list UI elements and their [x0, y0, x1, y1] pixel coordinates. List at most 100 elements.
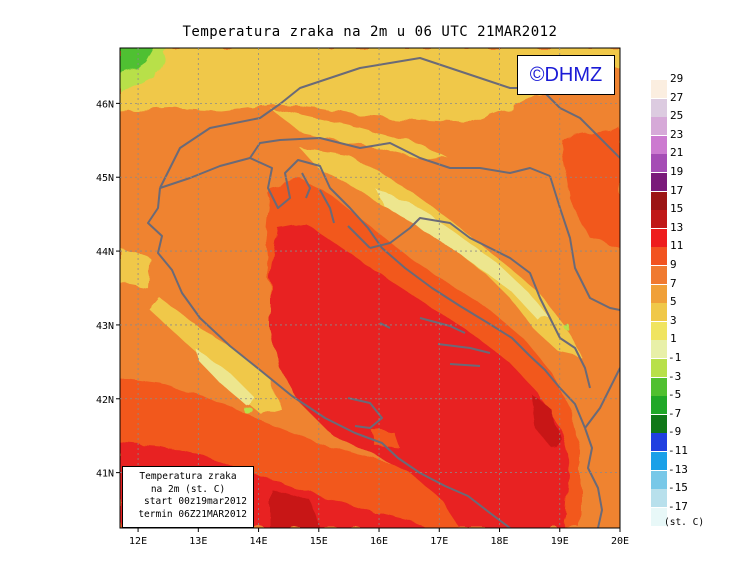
- island-krk: [301, 172, 311, 199]
- info-line-units: na 2m (st. C): [150, 483, 226, 495]
- coastlines: [147, 57, 620, 528]
- legend-label: -13: [668, 462, 688, 476]
- info-line-start: start 00z19mar2012: [144, 496, 247, 507]
- pale-band-dinaric: [375, 188, 550, 320]
- legend-label: -15: [668, 481, 688, 495]
- legend-swatch: [651, 359, 667, 377]
- legend-swatch: [651, 303, 667, 322]
- island-hvar: [437, 343, 491, 354]
- legend-label: -9: [668, 425, 682, 439]
- yellow-band-dinaric: [300, 148, 582, 358]
- x-tick-label: 17E: [430, 536, 448, 547]
- legend-label: -3: [668, 369, 682, 383]
- northern-border: [159, 57, 561, 189]
- legend-swatch: [651, 210, 667, 229]
- island-pag: [347, 225, 371, 249]
- legend-swatch: [651, 117, 667, 136]
- legend-swatch: [651, 191, 667, 210]
- x-tick-label: 14E: [250, 536, 268, 547]
- legend-label: 11: [670, 239, 684, 253]
- pale-band-apennine: [195, 348, 255, 404]
- legend-swatch: [651, 247, 667, 266]
- legend-swatch: [651, 284, 667, 303]
- legend-swatch: [651, 228, 667, 247]
- yellow-band-apennine: [150, 298, 280, 413]
- sea-deep-patch-south: [270, 488, 320, 528]
- bosnia-border: [369, 217, 591, 389]
- legend-label: -17: [668, 499, 688, 513]
- legend-label: -5: [668, 388, 682, 402]
- x-tick-label: 12E: [129, 536, 147, 547]
- legend-label: 25: [670, 109, 684, 123]
- yellow-band-north: [120, 48, 620, 123]
- legend-label: 3: [670, 313, 677, 327]
- x-tick-label: 13E: [189, 536, 207, 547]
- legend-swatch: [651, 98, 667, 117]
- gargano-outline: [347, 397, 383, 429]
- legend-label: 7: [670, 276, 677, 290]
- legend-swatch: [651, 377, 667, 396]
- slovenia-croatia-border: [249, 137, 551, 177]
- map-frame: [119, 47, 621, 529]
- legend-label: 13: [670, 220, 684, 234]
- legend-label: -7: [668, 406, 682, 420]
- legend-label: 23: [670, 127, 684, 141]
- legend-swatch: [651, 489, 667, 508]
- legend-label: 1: [670, 332, 677, 346]
- x-tick-label: 20E: [611, 536, 629, 547]
- y-tick-label: 41N: [96, 469, 114, 480]
- longitude-ticks: 12E 13E 14E 15E 16E 17E 18E 19E 20E: [129, 528, 629, 547]
- island-cres: [319, 189, 335, 224]
- legend-swatch: [651, 507, 667, 526]
- legend-label: 21: [670, 146, 684, 160]
- alpine-green: [120, 48, 154, 76]
- montenegro-border: [584, 367, 620, 429]
- legend-swatch: [651, 266, 667, 284]
- island-korcula: [449, 363, 481, 367]
- map-title: Temperatura zraka na 2m u 06 UTC 21MAR20…: [182, 24, 558, 40]
- legend-label: 29: [670, 72, 684, 85]
- italy-coastline: [147, 187, 511, 528]
- albania-coastline: [584, 427, 603, 528]
- dhmz-copyright-label: ©DHMZ: [517, 55, 615, 95]
- cold-spot-dinaric: [565, 325, 571, 331]
- x-tick-label: 18E: [490, 536, 508, 547]
- y-tick-label: 46N: [96, 99, 114, 110]
- hungary-border: [559, 107, 620, 159]
- yellow-band-slovenia: [270, 108, 450, 160]
- legend-swatch: [651, 321, 667, 340]
- legend-label: 17: [670, 183, 684, 197]
- legend-label: -11: [668, 444, 688, 457]
- legend-swatch: [651, 470, 667, 489]
- forecast-info-box: Temperatura zraka na 2m (st. C) start 00…: [122, 466, 254, 528]
- y-tick-label: 44N: [96, 247, 114, 258]
- yellow-patch-west: [120, 248, 150, 288]
- legend-label: 5: [670, 295, 677, 309]
- island-brac: [419, 317, 466, 334]
- croatia-coastline: [159, 157, 586, 429]
- legend-swatch: [651, 135, 667, 154]
- legend-swatch: [651, 154, 667, 173]
- legend-swatch: [651, 396, 667, 415]
- legend-swatch: [651, 452, 667, 470]
- y-tick-label: 42N: [96, 395, 114, 406]
- legend-swatch: [651, 80, 667, 98]
- graticule: [120, 48, 620, 528]
- legend-label: 9: [670, 258, 677, 271]
- legend-label: 15: [670, 202, 684, 216]
- legend-swatch: [651, 414, 667, 433]
- east-inland-warm: [560, 128, 620, 248]
- sea-orange-patch: [370, 428, 400, 448]
- x-tick-label: 15E: [310, 536, 328, 547]
- x-tick-label: 16E: [370, 536, 388, 547]
- legend-label: 27: [670, 90, 684, 104]
- legend-unit: (st. C): [664, 517, 705, 528]
- legend-swatch: [651, 433, 667, 452]
- legend-label: -1: [668, 351, 682, 364]
- sea-deep-patch-east: [530, 393, 560, 448]
- legend-swatch: [651, 173, 667, 191]
- legend-label: 19: [670, 165, 684, 178]
- info-line-valid: termin 06Z21MAR2012: [138, 508, 247, 520]
- x-tick-label: 19E: [551, 536, 569, 547]
